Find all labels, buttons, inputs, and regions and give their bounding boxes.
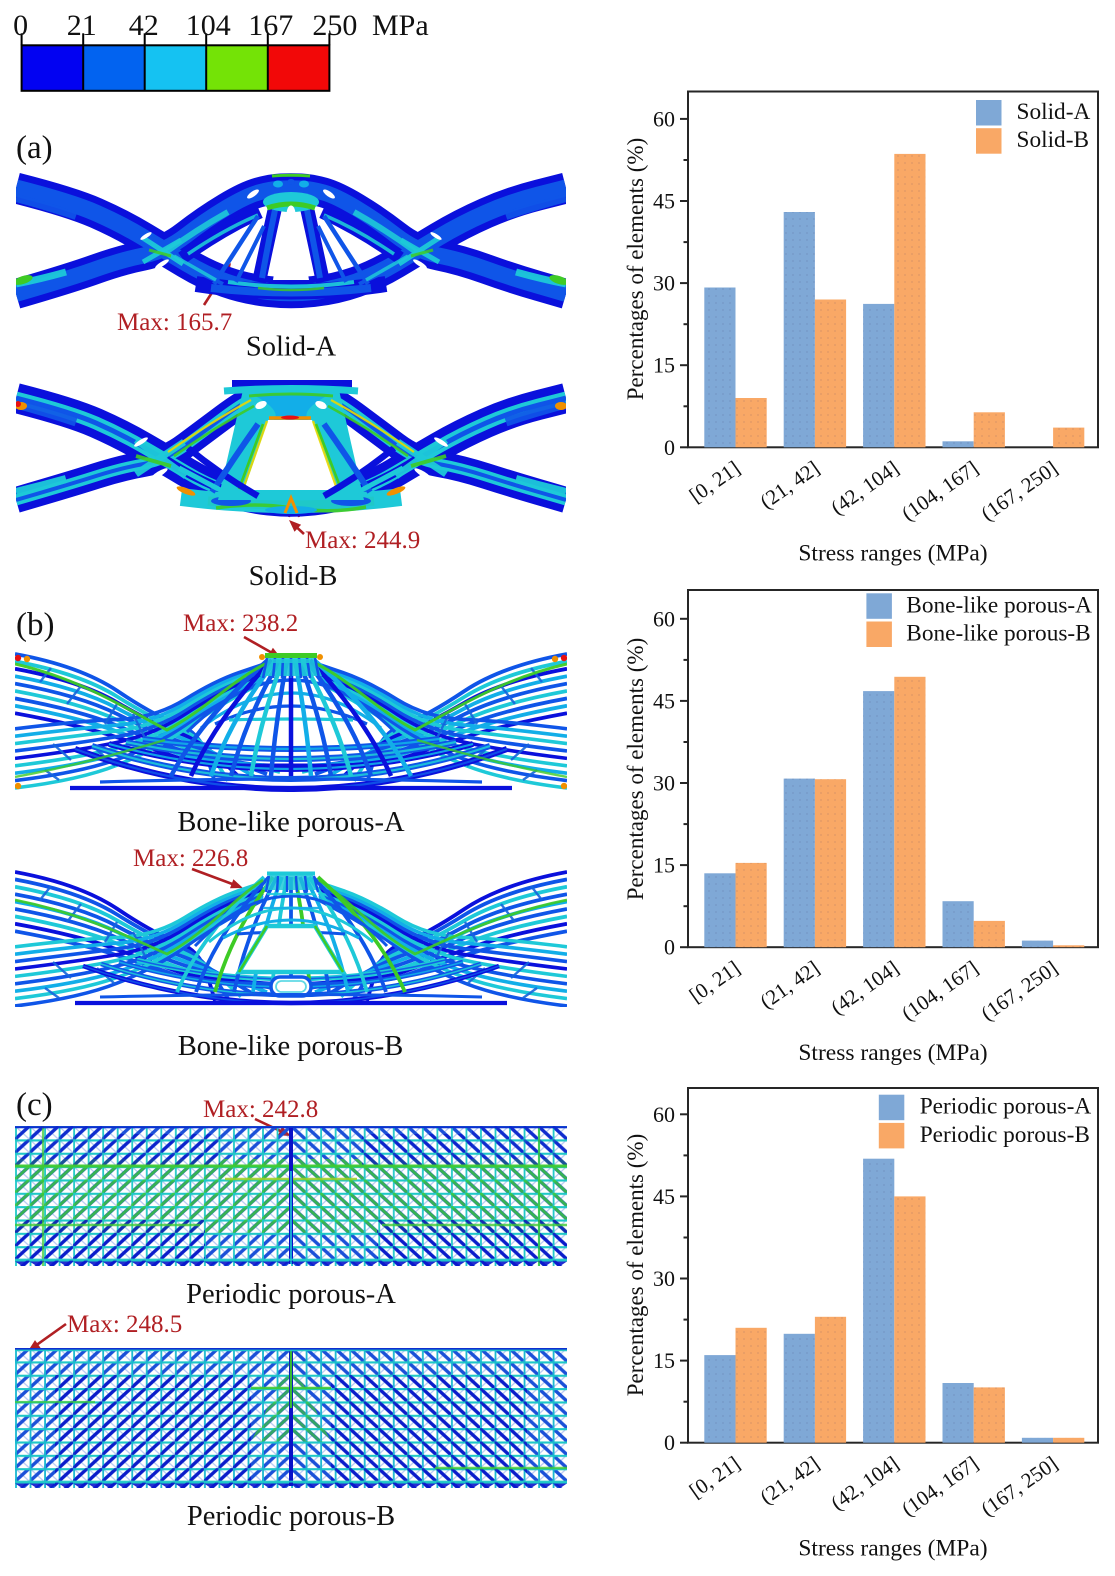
- svg-text:Max: 226.8: Max: 226.8: [133, 845, 248, 872]
- svg-text:Periodic porous-B: Periodic porous-B: [920, 1122, 1090, 1148]
- svg-text:45: 45: [653, 1184, 675, 1209]
- svg-text:Bone-like porous-A: Bone-like porous-A: [177, 807, 405, 838]
- svg-text:(21, 42]: (21, 42]: [756, 456, 824, 514]
- svg-text:(42, 104]: (42, 104]: [826, 1451, 903, 1515]
- svg-text:(167, 250]: (167, 250]: [977, 456, 1062, 526]
- svg-text:Periodic porous-B: Periodic porous-B: [187, 1501, 395, 1532]
- svg-text:45: 45: [653, 189, 675, 214]
- svg-text:(21, 42]: (21, 42]: [756, 1451, 824, 1509]
- svg-text:(104, 167]: (104, 167]: [897, 956, 982, 1026]
- svg-text:250: 250: [312, 9, 357, 42]
- svg-text:MPa: MPa: [372, 9, 429, 42]
- svg-text:Bone-like porous-B: Bone-like porous-B: [178, 1031, 404, 1062]
- svg-text:Stress ranges (MPa): Stress ranges (MPa): [798, 1536, 987, 1562]
- svg-text:15: 15: [653, 353, 675, 378]
- svg-text:Percentages of elements (%): Percentages of elements (%): [623, 638, 648, 900]
- svg-text:Max: 165.7: Max: 165.7: [117, 309, 232, 336]
- svg-text:[0, 21]: [0, 21]: [685, 956, 745, 1008]
- svg-text:Percentages of elements (%): Percentages of elements (%): [623, 138, 648, 400]
- svg-text:Max: 238.2: Max: 238.2: [183, 610, 298, 637]
- svg-text:(167, 250]: (167, 250]: [977, 956, 1062, 1026]
- svg-text:Bone-like porous-A: Bone-like porous-A: [906, 592, 1092, 618]
- svg-text:Periodic porous-A: Periodic porous-A: [186, 1279, 396, 1310]
- svg-text:42: 42: [129, 9, 159, 42]
- svg-text:0: 0: [664, 935, 675, 960]
- svg-text:Max: 248.5: Max: 248.5: [67, 1311, 182, 1338]
- svg-text:60: 60: [653, 106, 675, 131]
- svg-text:(42, 104]: (42, 104]: [826, 456, 903, 520]
- svg-text:Stress ranges (MPa): Stress ranges (MPa): [798, 1040, 987, 1066]
- svg-text:Stress ranges (MPa): Stress ranges (MPa): [798, 540, 987, 566]
- svg-text:(b): (b): [16, 607, 54, 643]
- svg-text:21: 21: [67, 9, 97, 42]
- svg-text:(42, 104]: (42, 104]: [826, 956, 903, 1020]
- svg-text:167: 167: [248, 9, 293, 42]
- svg-text:0: 0: [664, 1430, 675, 1455]
- svg-text:0: 0: [13, 9, 28, 42]
- svg-text:30: 30: [653, 771, 675, 796]
- svg-text:(21, 42]: (21, 42]: [756, 956, 824, 1014]
- svg-text:60: 60: [653, 1102, 675, 1127]
- svg-text:15: 15: [653, 853, 675, 878]
- svg-text:15: 15: [653, 1348, 675, 1373]
- svg-text:60: 60: [653, 606, 675, 631]
- svg-text:(167, 250]: (167, 250]: [977, 1451, 1062, 1521]
- svg-text:[0, 21]: [0, 21]: [685, 456, 745, 508]
- svg-text:Solid-A: Solid-A: [246, 332, 337, 363]
- svg-text:Solid-B: Solid-B: [1017, 127, 1090, 153]
- svg-text:Max: 242.8: Max: 242.8: [203, 1096, 318, 1123]
- svg-text:(104, 167]: (104, 167]: [897, 456, 982, 526]
- svg-text:Percentages of elements (%): Percentages of elements (%): [623, 1134, 648, 1396]
- svg-text:Max: 244.9: Max: 244.9: [305, 527, 420, 554]
- svg-text:30: 30: [653, 271, 675, 296]
- svg-text:Solid-B: Solid-B: [249, 561, 338, 592]
- svg-text:0: 0: [664, 435, 675, 460]
- svg-text:Periodic porous-A: Periodic porous-A: [920, 1094, 1092, 1120]
- svg-text:30: 30: [653, 1266, 675, 1291]
- svg-text:Bone-like porous-B: Bone-like porous-B: [906, 621, 1090, 647]
- svg-text:Solid-A: Solid-A: [1017, 99, 1091, 125]
- svg-text:(c): (c): [16, 1087, 53, 1123]
- svg-text:104: 104: [186, 9, 231, 42]
- svg-text:(a): (a): [16, 130, 53, 166]
- svg-text:45: 45: [653, 688, 675, 713]
- svg-text:[0, 21]: [0, 21]: [685, 1451, 745, 1503]
- svg-text:(104, 167]: (104, 167]: [897, 1451, 982, 1521]
